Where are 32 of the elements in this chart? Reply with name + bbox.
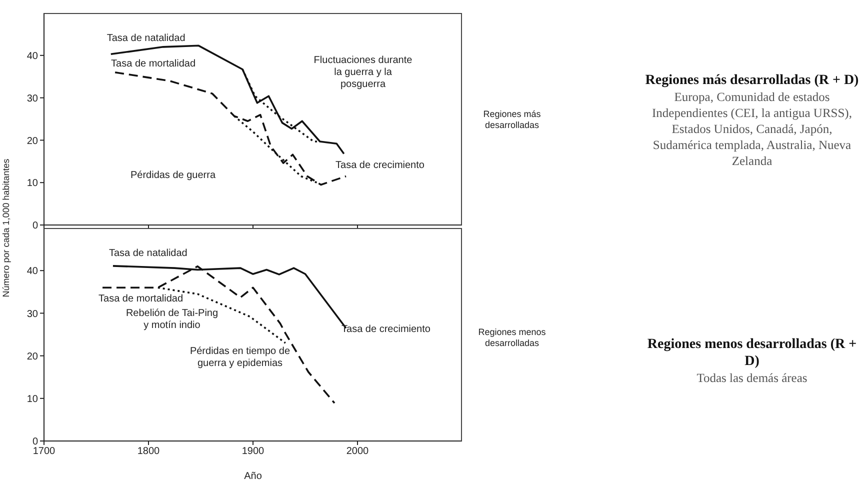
y-axis-title: Número por cada 1,000 habitantes [1,158,12,300]
text: Europa, Comunidad de estados Independientes (CEI, la antigua URSS), Estados Unidos, Canadá, Japón, Sudamérica templada, Australia, Nueva Zelanda [651,89,853,169]
text: Regiones menos desarrolladas [477,327,547,349]
y-tick-label: 40 [26,50,38,62]
series-label: Tasa de mortalidad [111,58,196,70]
annotation: Fluctuaciones durante la guerra y la posguerra [312,55,414,91]
y-tick-label: 0 [32,436,38,448]
x-tick-label: 1700 [32,446,56,458]
text: Todas las demás áreas [696,370,808,386]
y-tick-label: 30 [26,93,38,104]
annotation: Pérdidas en tiempo de guerra y epidemias [188,346,292,370]
y-tick-label: 30 [26,308,38,320]
text: Regiones más desarrolladas (R + D) [644,72,860,89]
x-tick-label: 1900 [242,446,265,458]
x-tick-label: 1800 [137,446,160,458]
text: Regiones menos desarrolladas (R + D) [646,336,858,370]
y-tick-label: 0 [32,220,38,232]
series-label: Tasa de mortalidad [98,294,184,305]
annotation: Tasa de crecimiento [334,160,426,172]
y-tick-label: 10 [26,178,38,190]
annotation: Pérdidas de guerra [129,170,217,182]
y-tick-label: 20 [26,351,38,362]
x-tick-label: 2000 [346,446,370,458]
annotation: Rebelión de Tai-Ping y motín indio [124,308,220,332]
y-tick-label: 40 [26,266,38,278]
y-tick-label: 10 [26,394,38,405]
x-axis-title: Año [244,471,262,481]
text: Regiones más desarrolladas [482,109,542,131]
series-label: Tasa de natalidad [106,33,186,44]
series-label: Tasa de natalidad [108,248,188,259]
annotation: Tasa de crecimiento [340,324,432,336]
y-tick-label: 20 [26,136,38,147]
